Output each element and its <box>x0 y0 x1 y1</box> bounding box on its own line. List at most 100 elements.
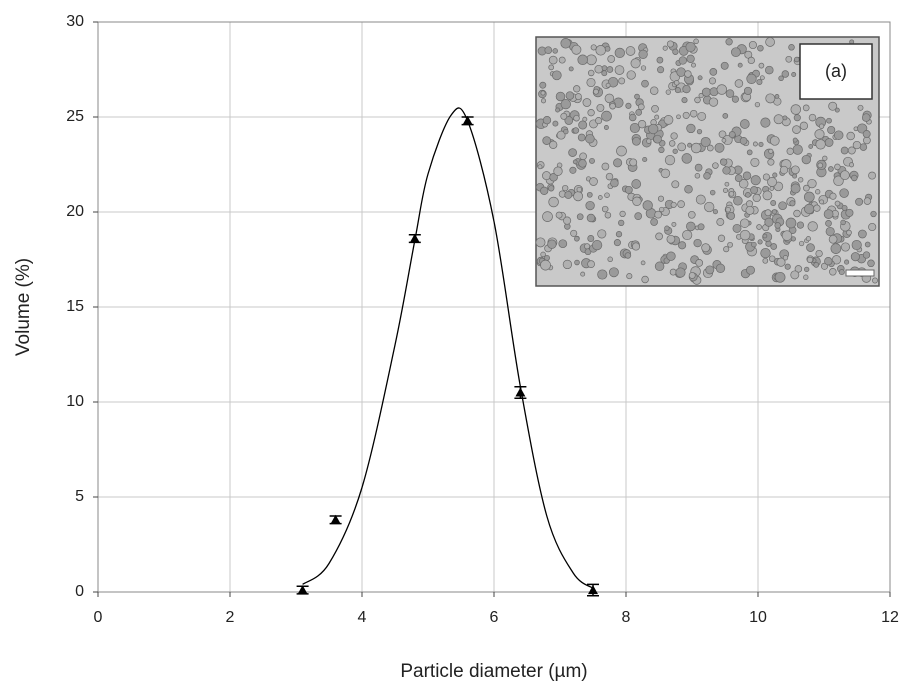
particle <box>824 257 833 266</box>
particle <box>767 177 778 187</box>
inset-particles <box>535 37 878 285</box>
particle <box>778 201 787 211</box>
particle <box>578 120 588 130</box>
particle <box>774 94 780 99</box>
particle <box>765 37 775 47</box>
particle <box>608 267 619 278</box>
particle <box>540 251 546 258</box>
y-tick-label: 30 <box>66 13 84 30</box>
particle <box>725 38 733 46</box>
particle <box>764 209 772 217</box>
particle <box>632 196 642 206</box>
particle <box>688 271 696 279</box>
particle <box>537 164 543 170</box>
particle <box>807 221 818 232</box>
particle <box>754 101 761 108</box>
particle <box>586 77 596 88</box>
particle <box>768 255 776 262</box>
particle <box>563 128 569 135</box>
particle <box>727 211 736 220</box>
particle <box>833 130 844 140</box>
particle <box>851 174 858 182</box>
particle <box>827 125 836 135</box>
particle <box>746 149 753 156</box>
particle <box>574 259 580 266</box>
particle <box>796 221 805 229</box>
particle <box>552 48 558 54</box>
particle <box>542 136 552 145</box>
particle <box>582 116 588 122</box>
particle <box>585 200 595 211</box>
particle <box>694 173 701 179</box>
particle <box>828 234 838 244</box>
particle <box>743 86 753 95</box>
particle <box>563 216 572 225</box>
particle <box>604 93 615 104</box>
particle <box>867 259 875 268</box>
particle <box>571 44 582 55</box>
particle <box>739 229 751 241</box>
particle <box>568 66 574 72</box>
particle <box>758 141 764 147</box>
particle <box>628 113 637 122</box>
particle <box>669 268 677 276</box>
particle <box>642 200 653 211</box>
particle <box>573 114 580 122</box>
particle <box>828 101 838 111</box>
particle <box>720 61 729 70</box>
particle <box>739 137 748 145</box>
particle <box>774 271 786 283</box>
y-tick-label: 20 <box>66 203 84 220</box>
particle <box>648 123 659 135</box>
particle <box>834 200 841 207</box>
particle <box>697 111 707 121</box>
particle <box>670 201 677 208</box>
particle <box>640 65 647 71</box>
particle <box>864 241 871 248</box>
particle <box>616 145 627 157</box>
particle <box>834 163 841 171</box>
particle <box>619 210 626 218</box>
particle <box>634 212 643 220</box>
particle <box>851 239 862 251</box>
particle <box>657 195 665 202</box>
particle <box>631 179 642 189</box>
particle <box>607 256 613 263</box>
particle <box>558 239 568 249</box>
particle <box>654 114 660 120</box>
particle <box>838 269 845 276</box>
particle <box>798 177 804 183</box>
particle <box>790 104 802 115</box>
particle <box>677 142 687 152</box>
particle <box>790 183 801 194</box>
y-tick-label: 25 <box>66 108 84 125</box>
particle <box>782 255 789 261</box>
particle <box>793 209 801 218</box>
particle <box>580 271 586 277</box>
particle <box>765 93 776 104</box>
particle <box>606 66 614 73</box>
particle <box>872 277 878 284</box>
particle <box>805 236 811 242</box>
particle <box>714 142 725 153</box>
particle <box>824 138 834 147</box>
particle <box>868 222 877 232</box>
particle <box>738 179 749 189</box>
particle <box>829 192 837 200</box>
particle <box>814 129 825 140</box>
particle <box>638 49 648 59</box>
particle <box>751 241 757 248</box>
particle <box>632 136 641 146</box>
particle <box>716 218 725 226</box>
particle <box>700 136 711 148</box>
particle <box>597 229 607 239</box>
y-tick-label: 0 <box>75 583 84 600</box>
particle <box>540 259 551 271</box>
particle <box>791 72 797 77</box>
particle <box>555 211 563 219</box>
particle <box>548 64 555 71</box>
particle <box>862 251 871 259</box>
particle <box>701 87 711 97</box>
particle <box>725 206 731 213</box>
particle <box>822 155 828 161</box>
